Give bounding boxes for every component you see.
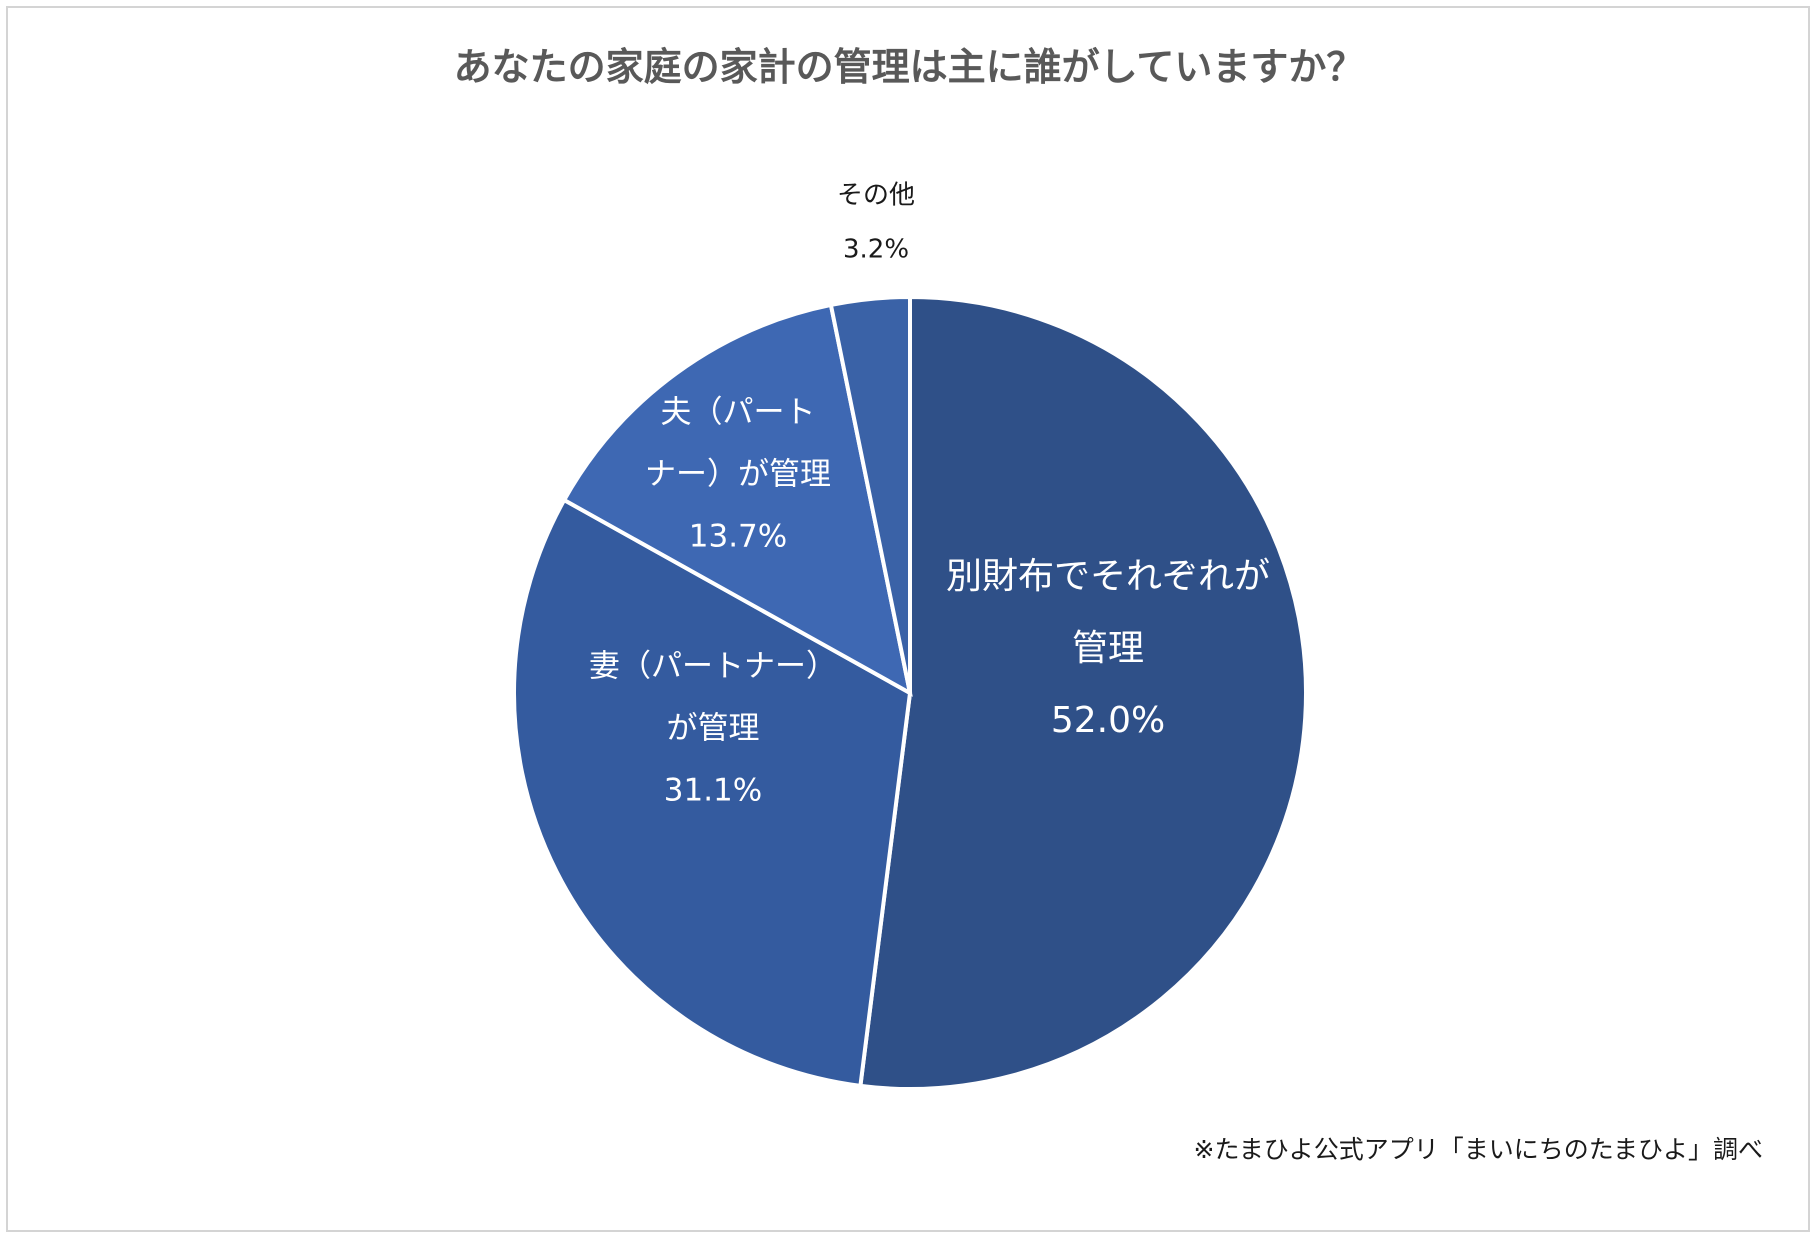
slice-category-label: 管理	[1072, 628, 1144, 669]
pie-slice	[828, 294, 912, 694]
chart-title: あなたの家庭の家計の管理は主に誰がしていますか？	[453, 45, 1365, 89]
slice-category-label: 妻（パートナー）	[589, 649, 837, 685]
pie-slice	[858, 294, 1308, 1091]
slice-category-label: ナー）が管理	[645, 457, 831, 493]
slice-value-label: 31.1%	[664, 773, 762, 809]
source-footnote: ※たまひよ公式アプリ「まいにちのたまひよ」調べ	[1193, 1135, 1763, 1164]
pie-slice	[512, 497, 913, 1089]
slice-value-label: 13.7%	[689, 519, 787, 555]
slice-category-label: 別財布でそれぞれが	[946, 556, 1270, 597]
slice-category-label: が管理	[667, 711, 760, 747]
slice-category-label: 夫（パート	[661, 395, 816, 431]
pie-slice	[561, 302, 913, 697]
slice-value-label: 3.2%	[843, 235, 909, 265]
slice-value-label: 52.0%	[1051, 700, 1165, 741]
slice-category-label: その他	[837, 181, 915, 211]
